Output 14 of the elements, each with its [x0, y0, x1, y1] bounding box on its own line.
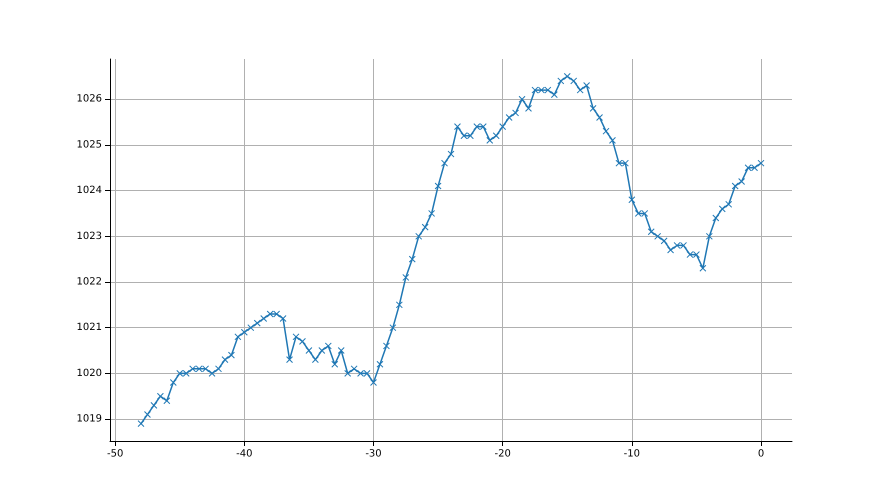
x-tick-label: -50: [106, 448, 124, 460]
x-tick-label: -30: [365, 448, 382, 460]
x-tick-label: 0: [758, 448, 764, 460]
y-tick-label: 1023: [76, 230, 102, 242]
x-tick-label: -40: [236, 448, 253, 460]
y-tick-label: 1026: [76, 94, 102, 105]
y-tick-label: 1020: [76, 368, 102, 379]
y-tick-label: 1024: [76, 185, 102, 196]
y-tick-label: 1021: [76, 322, 102, 334]
y-tick-label: 1019: [76, 414, 102, 425]
x-tick-label: -20: [494, 448, 511, 460]
y-tick-label: 1022: [76, 276, 102, 288]
y-tick-label: 1025: [76, 139, 102, 150]
x-tick-label: -10: [624, 448, 640, 460]
